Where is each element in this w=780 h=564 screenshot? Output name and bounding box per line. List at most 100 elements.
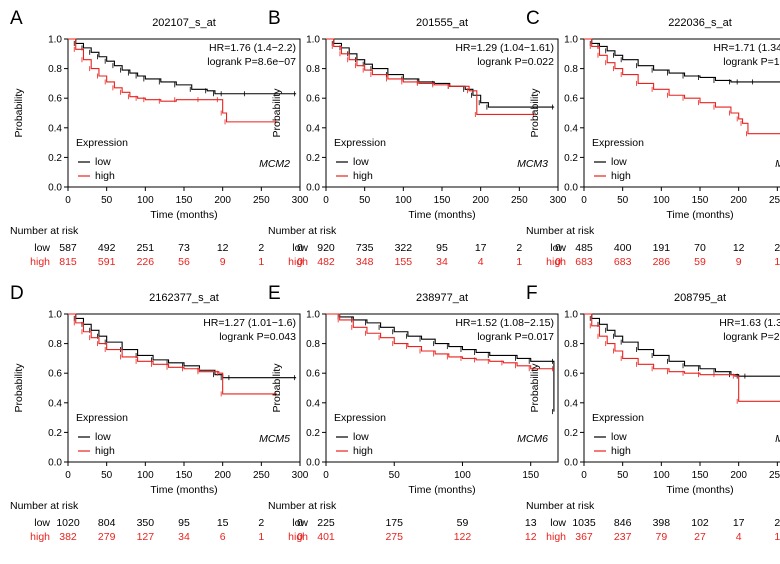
y-tick-label: 0.4: [564, 398, 578, 409]
legend-label-low: low: [95, 156, 111, 168]
risk-count-high: 0: [297, 256, 303, 268]
y-tick-label: 0.8: [48, 339, 62, 350]
x-tick-label: 200: [214, 470, 231, 481]
panel-letter: A: [10, 8, 23, 29]
x-tick-label: 100: [137, 470, 154, 481]
x-tick-label: 250: [511, 195, 528, 206]
x-tick-label: 250: [769, 470, 780, 481]
panel-letter: D: [10, 283, 24, 304]
km-curve-high: [68, 38, 277, 123]
legend-label-high: high: [353, 445, 373, 457]
y-tick-label: 0.2: [48, 153, 62, 164]
y-tick-label: 0.0: [564, 183, 578, 194]
hazard-ratio-text: HR=1.27 (1.01−1.6): [203, 317, 296, 329]
x-tick-label: 200: [472, 195, 489, 206]
y-axis-label: Probability: [271, 88, 283, 138]
risk-count-high: 1: [258, 256, 264, 268]
y-tick-label: 0.4: [48, 123, 62, 134]
risk-row-label-low: low: [34, 242, 50, 254]
risk-count-high: 237: [614, 531, 632, 543]
risk-count-low: 2: [774, 242, 780, 254]
risk-count-high: 9: [220, 256, 226, 268]
risk-count-low: 225: [317, 517, 335, 529]
legend-title: Expression: [76, 412, 128, 424]
risk-count-low: 400: [614, 242, 632, 254]
risk-count-high: 1: [516, 256, 522, 268]
risk-row-label-low: low: [292, 517, 308, 529]
risk-count-low: 12: [733, 242, 745, 254]
risk-count-low: 2: [516, 242, 522, 254]
y-tick-label: 0.8: [564, 64, 578, 75]
x-tick-label: 50: [101, 470, 113, 481]
km-panel-e: E 238977_at 0.0 0.2 0.4 0.6 0.8 1.0 0 50 100 150 Tim…: [268, 283, 559, 543]
risk-count-high: 348: [356, 256, 374, 268]
km-curve-low: [68, 38, 297, 95]
x-tick-label: 150: [176, 195, 193, 206]
risk-count-high: 275: [385, 531, 403, 543]
y-tick-label: 0.0: [306, 458, 320, 469]
y-tick-label: 0.0: [48, 458, 62, 469]
risk-row-label-high: high: [30, 531, 50, 543]
risk-count-high: 27: [694, 531, 706, 543]
y-tick-label: 1.0: [306, 35, 320, 46]
risk-count-high: 815: [59, 256, 77, 268]
x-axis-label: Time (months): [150, 209, 217, 221]
risk-count-low: 804: [98, 517, 116, 529]
km-curve-low: [584, 38, 780, 83]
risk-count-high: 0: [297, 531, 303, 543]
risk-count-low: 70: [694, 242, 706, 254]
x-tick-label: 100: [454, 470, 471, 481]
y-tick-label: 0.8: [48, 64, 62, 75]
x-tick-label: 300: [292, 195, 309, 206]
risk-table-title: Number at risk: [268, 500, 337, 512]
risk-count-high: 127: [137, 531, 155, 543]
legend-title: Expression: [592, 412, 644, 424]
panel-title: 238977_at: [416, 292, 468, 304]
y-tick-label: 0.6: [48, 369, 62, 380]
risk-count-low: 2: [258, 517, 264, 529]
km-curve-high: [68, 313, 277, 395]
panel-letter: E: [268, 283, 281, 304]
x-tick-label: 300: [292, 470, 309, 481]
y-tick-label: 0.8: [306, 339, 320, 350]
legend-title: Expression: [592, 137, 644, 149]
risk-count-low: 0: [297, 517, 303, 529]
x-axis-label: Time (months): [150, 484, 217, 496]
risk-count-high: 382: [59, 531, 77, 543]
y-tick-label: 0.0: [48, 183, 62, 194]
risk-row-label-low: low: [292, 242, 308, 254]
x-tick-label: 250: [253, 470, 270, 481]
risk-count-high: 155: [395, 256, 413, 268]
risk-count-low: 17: [475, 242, 487, 254]
legend-title: Expression: [334, 137, 386, 149]
risk-row-label-high: high: [546, 531, 566, 543]
x-tick-label: 300: [550, 195, 567, 206]
panel-title: 208795_at: [674, 292, 726, 304]
risk-count-low: 920: [317, 242, 335, 254]
km-panel-a: A 202107_s_at0.00.20.40.60.81.00 50 100 150 2…: [10, 8, 309, 268]
km-panel-f: F 208795_at 0.0 0.2 0.4 0.6 0.8 1.0 0 50 100 150 200…: [526, 283, 780, 543]
km-curve-high: [326, 313, 554, 370]
risk-count-high: 279: [98, 531, 116, 543]
km-curve-high: [326, 38, 535, 116]
y-axis-label: Probability: [529, 88, 541, 138]
x-tick-label: 0: [581, 195, 587, 206]
km-curve-high: [584, 313, 780, 402]
y-tick-label: 0.2: [306, 428, 320, 439]
risk-count-low: 587: [59, 242, 77, 254]
panel-title: 201555_at: [416, 17, 468, 29]
risk-count-high: 6: [220, 531, 226, 543]
risk-table-title: Number at risk: [10, 225, 79, 237]
risk-count-low: 251: [137, 242, 155, 254]
y-axis-label: Probability: [271, 363, 283, 413]
x-tick-label: 250: [769, 195, 780, 206]
y-tick-label: 0.6: [48, 94, 62, 105]
y-tick-label: 0.4: [306, 398, 320, 409]
risk-count-high: 34: [178, 531, 190, 543]
risk-count-high: 286: [653, 256, 671, 268]
risk-count-high: 79: [655, 531, 667, 543]
panel-title: 2162377_s_at: [149, 292, 219, 304]
y-axis-label: Probability: [529, 363, 541, 413]
risk-count-high: 4: [736, 531, 742, 543]
risk-count-low: 1035: [572, 517, 596, 529]
